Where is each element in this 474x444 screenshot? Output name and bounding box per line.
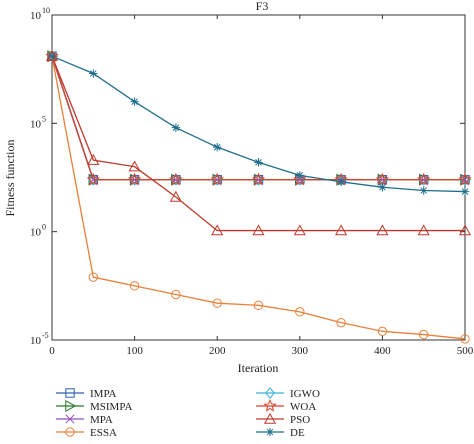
data-point-essa (336, 317, 346, 328)
legend-marker-essa (65, 427, 75, 437)
data-point-pso (335, 224, 348, 236)
data-point-de (254, 158, 263, 167)
x-tick-label: 300 (292, 345, 309, 357)
y-axis-label: Fitness function (3, 140, 17, 217)
data-point-woa (169, 172, 183, 186)
y-tick-exponent: -5 (42, 331, 49, 340)
data-point-pso (417, 224, 430, 236)
data-point-de (295, 171, 304, 180)
legend-label-msimpa: MSIMPA (90, 401, 132, 413)
data-point-essa (212, 298, 222, 308)
data-point-de (213, 142, 222, 152)
y-tick-label: 10 (30, 10, 42, 22)
data-point-pso (128, 160, 141, 172)
data-point-woa (375, 172, 390, 186)
data-point-de (89, 69, 98, 78)
data-point-essa (88, 272, 99, 282)
x-axis-label: Iteration (238, 361, 279, 375)
legend-label-de: DE (290, 427, 305, 439)
data-point-essa (460, 334, 470, 344)
data-point-essa (295, 307, 305, 317)
data-point-pso (252, 224, 265, 236)
x-tick-label: 200 (209, 345, 226, 357)
x-tick-label: 500 (457, 345, 474, 357)
legend-marker-igwo (265, 387, 275, 399)
series-line-essa (51, 56, 466, 340)
data-point-woa (127, 172, 142, 186)
y-tick-exponent: 10 (42, 6, 50, 15)
legend-label-pso: PSO (290, 414, 310, 426)
data-point-woa (458, 172, 472, 186)
data-point-pso (293, 224, 306, 236)
data-point-essa (129, 281, 140, 291)
y-tick-label: 10 (30, 118, 42, 130)
data-point-de (130, 97, 139, 106)
y-tick-exponent: 0 (42, 223, 46, 232)
data-point-pso (169, 190, 182, 202)
series-lines (51, 55, 466, 340)
series-markers (45, 49, 472, 344)
legend-label-mpa: MPA (90, 414, 113, 426)
x-tick-label: 400 (374, 345, 391, 357)
x-axis-ticks: 0 100 200 300 400 500 (49, 15, 474, 357)
series-line-de (51, 55, 466, 193)
series-line-pso (51, 55, 465, 232)
data-point-woa (210, 172, 224, 186)
data-point-essa (419, 329, 429, 340)
data-point-de (378, 183, 387, 192)
data-point-de (171, 123, 181, 132)
data-point-woa (293, 172, 307, 186)
data-point-essa (171, 289, 181, 300)
data-point-pso (376, 224, 389, 236)
y-tick-label: 10 (30, 335, 42, 347)
data-point-de (336, 177, 346, 187)
legend-marker-de (265, 427, 275, 437)
data-point-woa (417, 172, 431, 186)
legend-marker-mpa (65, 414, 75, 424)
x-tick-label: 100 (126, 345, 143, 357)
y-tick-label: 10 (30, 227, 42, 239)
legend-marker-pso (263, 412, 277, 424)
data-point-essa (377, 326, 388, 337)
data-point-pso (87, 153, 100, 165)
legend-label-woa: WOA (290, 401, 316, 413)
data-point-de (47, 51, 57, 61)
data-point-pso (458, 224, 472, 236)
data-point-pso (211, 224, 224, 236)
legend-label-impa: IMPA (90, 388, 117, 400)
chart-title: F3 (256, 0, 269, 13)
data-point-essa (253, 300, 264, 311)
data-point-de (419, 186, 428, 195)
data-point-woa (86, 172, 100, 186)
data-point-de (460, 187, 470, 196)
plot-frame (51, 14, 466, 341)
x-tick-label: 0 (49, 345, 55, 357)
legend-marker-woa (263, 399, 277, 412)
y-tick-exponent: 5 (42, 114, 46, 123)
legend-label-igwo: IGWO (290, 388, 320, 400)
legend-marker-msimpa (65, 399, 77, 413)
legend-marker-impa (65, 388, 75, 398)
legend-label-essa: ESSA (90, 427, 117, 439)
data-point-woa (251, 172, 266, 186)
